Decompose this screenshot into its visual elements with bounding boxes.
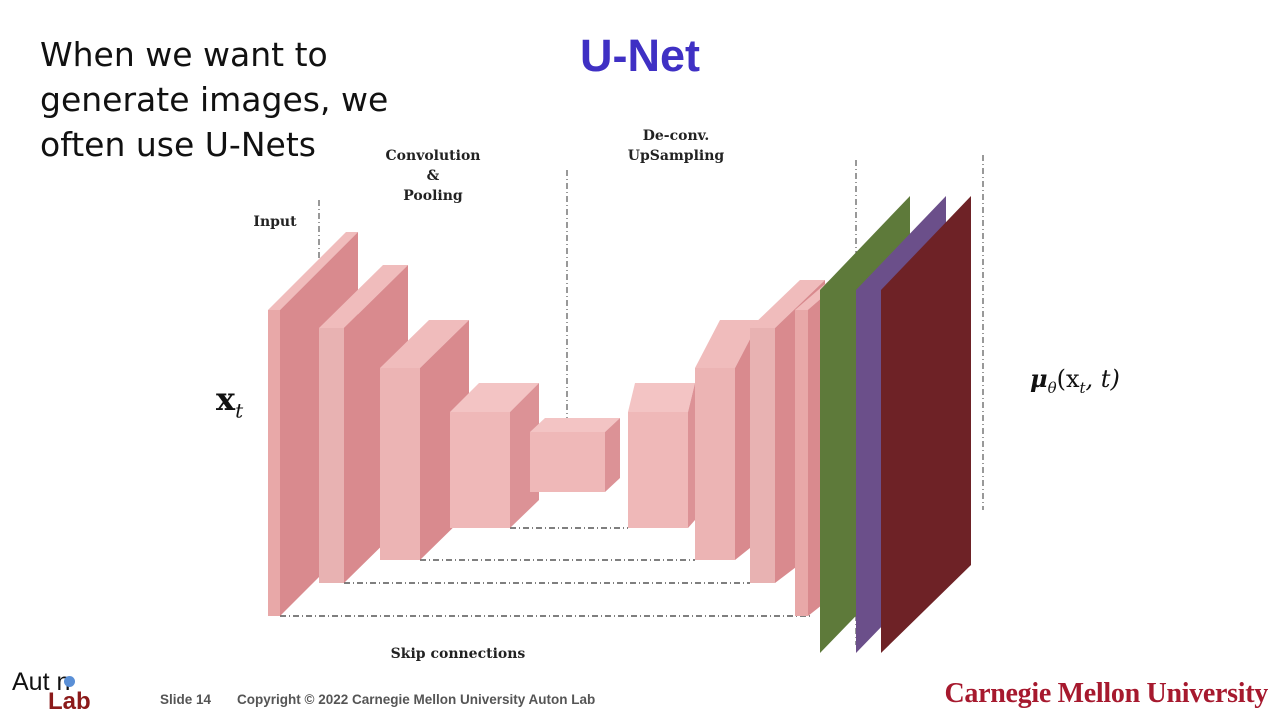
output-plane-red [881, 196, 971, 653]
bottleneck-block [530, 418, 620, 492]
output-theta: θ [1047, 378, 1057, 397]
conv-label-line2: & [426, 168, 440, 184]
output-args-sub: t [1079, 378, 1086, 397]
slide-number: Slide 14 [160, 692, 212, 707]
input-label: Input [253, 214, 297, 230]
logo-dot-icon [64, 676, 75, 687]
input-subscript: t [235, 398, 244, 423]
auton-lab-logo: Aut n Lab [12, 668, 102, 715]
input-math-label: xt [216, 380, 243, 422]
slide-title: U-Net [580, 30, 700, 81]
encoder-block-2 [319, 265, 408, 583]
decoder-block-1 [628, 383, 695, 528]
output-args-prefix: (x [1056, 365, 1080, 393]
output-mu: μ [1030, 364, 1048, 393]
logo-text-bottom: Lab [48, 688, 91, 715]
logo-text-top: Aut n [12, 668, 71, 696]
cmu-wordmark: Carnegie Mellon University [944, 678, 1269, 709]
conv-label-line1: Convolution [385, 148, 481, 164]
conv-label: Convolution & Pooling [373, 146, 493, 206]
copyright-notice: Copyright © 2022 Carnegie Mellon Univers… [237, 692, 596, 707]
encoder-block-3 [380, 320, 469, 560]
output-args-suffix: , t) [1085, 365, 1120, 393]
deconv-label: De-conv. UpSampling [616, 126, 736, 166]
input-var: x [216, 380, 236, 418]
encoder-block-4 [450, 383, 539, 528]
output-math-label: μθ(xt, t) [1030, 364, 1120, 397]
deconv-label-line2: UpSampling [627, 148, 725, 164]
skip-connections-label: Skip connections [390, 646, 526, 662]
intro-text: When we want to generate images, we ofte… [40, 35, 389, 164]
conv-label-line3: Pooling [403, 188, 463, 204]
deconv-label-line1: De-conv. [642, 128, 710, 144]
